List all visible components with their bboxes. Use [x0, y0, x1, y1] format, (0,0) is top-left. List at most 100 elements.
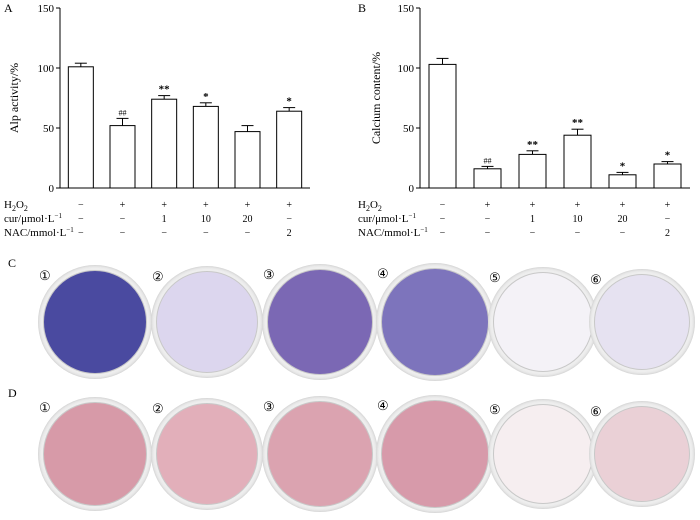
bar-6: [653, 163, 682, 189]
panel-d-stain-area: [267, 401, 373, 507]
panel-c-well-number: ⑥: [590, 272, 602, 287]
y-tick-label: 50: [403, 123, 415, 135]
panel-c-well-number: ④: [377, 266, 389, 281]
condition-label-h2o2: H2O2: [358, 199, 382, 213]
condition-value-h2o2: +: [286, 200, 292, 211]
condition-value-nac: −: [245, 228, 251, 239]
panel-c-well-number: ③: [263, 267, 275, 282]
bar-4: [563, 134, 592, 189]
panel-c-well-4: [376, 263, 494, 381]
condition-value-nac: −: [78, 228, 84, 239]
panel-d-wells: ① ② ③ ④ ⑤ ⑥: [0, 394, 700, 516]
significance-label: *: [203, 91, 209, 103]
panel-d-well-3: [262, 396, 378, 512]
panel-d-stain-area: [43, 402, 147, 506]
condition-value-cur: 20: [618, 214, 628, 225]
panel-d-well-5: [488, 399, 598, 509]
condition-label-cur: cur/μmol·L−1: [358, 212, 416, 225]
significance-label: **: [527, 139, 539, 151]
condition-value-cur: −: [286, 214, 292, 225]
condition-value-nac: −: [440, 228, 446, 239]
panel-c-well-5: [488, 267, 598, 377]
condition-value-nac: −: [620, 228, 626, 239]
y-axis-label: Calcium content/%: [369, 52, 383, 144]
condition-value-cur: −: [485, 214, 491, 225]
condition-value-nac: −: [161, 228, 167, 239]
panel-d-well-number: ④: [377, 398, 389, 413]
condition-value-h2o2: +: [161, 200, 167, 211]
condition-value-cur: −: [665, 214, 671, 225]
panel-d-well-1: [38, 397, 152, 511]
panel-d-stain-area: [594, 406, 690, 502]
significance-label: ##: [484, 156, 492, 165]
bar-2: [473, 168, 502, 189]
panel-d-letter: D: [8, 386, 17, 400]
significance-label: ##: [119, 108, 127, 117]
condition-value-h2o2: +: [530, 200, 536, 211]
panel-d-well-6: [589, 401, 695, 507]
y-tick-label: 150: [398, 3, 415, 15]
panel-c-stain-area: [493, 272, 593, 372]
bar-1: [428, 63, 457, 189]
y-tick-label: 150: [38, 3, 55, 15]
panel-d-well-number: ⑥: [590, 404, 602, 419]
y-tick-label: 50: [43, 123, 55, 135]
condition-label-cur: cur/μmol·L−1: [4, 212, 62, 225]
condition-value-nac: −: [575, 228, 581, 239]
panel-letter-a: A: [4, 1, 13, 15]
condition-value-cur: 1: [530, 214, 535, 225]
panel-letter-b: B: [358, 1, 366, 15]
y-tick-label: 100: [398, 63, 415, 75]
panel-d-well-number: ②: [152, 401, 164, 416]
y-axis-label: Alp activity/%: [7, 63, 21, 133]
panel-c-wells: ① ② ③ ④ ⑤ ⑥: [0, 262, 700, 382]
panel-d-well-4: [376, 395, 494, 513]
panel-d-well-number: ③: [263, 399, 275, 414]
significance-label: **: [159, 84, 171, 96]
bar-5: [608, 174, 637, 189]
bar-6: [276, 110, 303, 189]
condition-value-h2o2: +: [485, 200, 491, 211]
condition-value-h2o2: +: [245, 200, 251, 211]
panel-c-well-1: [38, 265, 152, 379]
condition-value-h2o2: +: [120, 200, 126, 211]
condition-value-h2o2: +: [665, 200, 671, 211]
condition-value-nac: 2: [665, 228, 670, 239]
condition-value-cur: 10: [573, 214, 583, 225]
panel-d-well-number: ⑤: [489, 402, 501, 417]
bar-3: [518, 153, 547, 189]
condition-value-cur: −: [120, 214, 126, 225]
panel-c-stain-area: [267, 269, 373, 375]
y-tick-label: 0: [49, 183, 55, 195]
condition-value-nac: −: [485, 228, 491, 239]
panel-c-stain-area: [381, 268, 489, 376]
condition-value-nac: −: [530, 228, 536, 239]
condition-label-h2o2: H2O2: [4, 199, 28, 213]
significance-label: *: [665, 150, 671, 162]
condition-value-h2o2: −: [440, 200, 446, 211]
condition-value-h2o2: +: [203, 200, 209, 211]
bar-2: [109, 125, 136, 189]
condition-value-nac: −: [203, 228, 209, 239]
condition-value-h2o2: +: [620, 200, 626, 211]
condition-value-h2o2: −: [78, 200, 84, 211]
y-tick-label: 100: [38, 63, 55, 75]
bar-4: [192, 105, 219, 189]
panel-d-well-2: [151, 398, 263, 510]
significance-label: *: [620, 160, 626, 172]
panel-d-stain-area: [493, 404, 593, 504]
panel-c-well-3: [262, 264, 378, 380]
condition-value-cur: 20: [243, 214, 253, 225]
condition-value-cur: −: [78, 214, 84, 225]
significance-label: **: [572, 117, 584, 129]
y-tick-label: 0: [409, 183, 415, 195]
panel-d-stain-area: [156, 403, 258, 505]
condition-label-nac: NAC/mmol·L−1: [4, 226, 74, 239]
bar-1: [67, 66, 94, 189]
panel-c-stain-area: [156, 271, 258, 373]
condition-label-nac: NAC/mmol·L−1: [358, 226, 428, 239]
panel-c-well-6: [589, 269, 695, 375]
condition-value-cur: −: [440, 214, 446, 225]
